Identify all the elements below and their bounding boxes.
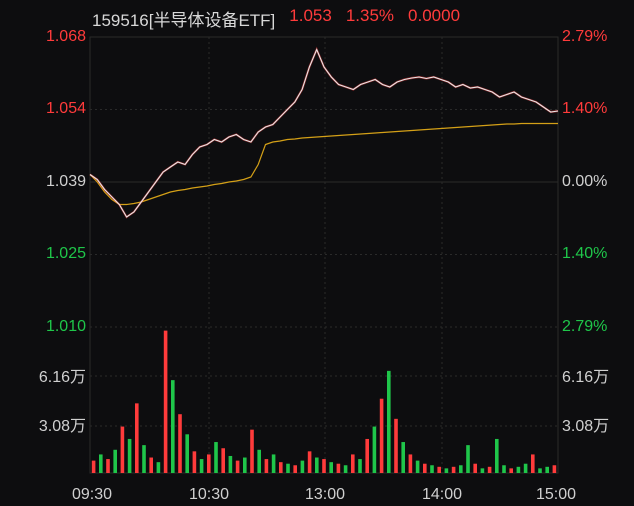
volume-bar (113, 449, 117, 473)
volume-bar (199, 459, 204, 473)
price-line-shadow (89, 46, 559, 219)
volume-bar (293, 465, 297, 473)
volume-bar (415, 460, 420, 473)
volume-bar (437, 466, 441, 473)
volume-bar (523, 463, 528, 473)
percent-tick-label: 1.40% (562, 100, 608, 117)
volume-bar (149, 457, 153, 473)
volume-bar (473, 463, 477, 473)
percent-tick-label: 2.79% (562, 28, 608, 45)
percent-tick-label: 2.79% (562, 318, 608, 335)
volume-bar (379, 398, 384, 473)
volume-bar (185, 434, 189, 473)
volume-bar (351, 454, 355, 473)
volume-bar (214, 442, 218, 473)
chart-header: 159516[半导体设备ETF] 1.053 1.35% 0.0000 (92, 6, 461, 30)
volume-bar (91, 460, 96, 473)
volume-bar (459, 465, 463, 473)
volume-tick-label: 3.08万 (38, 418, 86, 435)
volume-bar (487, 466, 492, 473)
price-tick-label: 1.010 (45, 318, 86, 335)
volume-bar (401, 442, 405, 473)
volume-bar (257, 449, 261, 473)
last-price: 1.053 (289, 6, 332, 25)
volume-bar (307, 451, 312, 473)
volume-bar (444, 468, 449, 473)
volume-bar (466, 445, 470, 473)
volume-bar (178, 414, 182, 473)
volume-bar (221, 448, 225, 473)
volume-bar (495, 438, 499, 473)
volume-bar (300, 460, 305, 473)
volume-bar (329, 462, 333, 473)
volume-bar (365, 438, 369, 473)
volume-bar (106, 459, 110, 473)
volume-tick-label: 6.16万 (562, 369, 610, 386)
volume-bar (127, 438, 132, 473)
volume-bar (171, 380, 175, 473)
volume-bar (243, 457, 247, 473)
volume-bar (163, 330, 168, 473)
volume-bar (192, 451, 197, 473)
volume-bar (552, 465, 557, 473)
volume-bar (408, 454, 413, 473)
volume-bar (207, 454, 211, 473)
volume-tick-label: 3.08万 (562, 418, 610, 435)
volume-bar (545, 466, 549, 473)
volume-bar (235, 460, 240, 473)
volume-bar (279, 462, 283, 473)
percent-tick-label: 0.00% (562, 173, 608, 190)
volume-bar (286, 463, 290, 473)
fund-code-name: 159516[半导体设备ETF] (92, 11, 276, 30)
volume-bar (509, 468, 513, 473)
volume-bar (135, 403, 139, 473)
volume-bar (372, 426, 377, 473)
volume-bar (394, 418, 398, 473)
volume-bar (336, 463, 341, 473)
volume-bar (502, 465, 506, 473)
volume-bar (264, 459, 269, 473)
volume-bar (516, 466, 521, 473)
volume-tick-label: 6.16万 (38, 369, 86, 386)
volume-bar (538, 468, 542, 473)
volume-bar (387, 370, 391, 473)
volume-bar (358, 459, 362, 473)
volume-bar (322, 459, 326, 473)
volume-bar (228, 455, 233, 473)
volume-bar (250, 429, 254, 473)
volume-bar (99, 454, 103, 473)
time-tick-label: 13:00 (304, 486, 346, 503)
percent-tick-label: 1.40% (562, 245, 608, 262)
time-tick-label: 15:00 (535, 486, 577, 503)
volume-bar (423, 463, 427, 473)
volume-bar (343, 465, 348, 473)
volume-bar (480, 468, 485, 473)
price-tick-label: 1.025 (45, 245, 86, 262)
price-tick-label: 1.054 (45, 100, 86, 117)
time-tick-label: 14:00 (421, 486, 463, 503)
volume-bar (156, 462, 161, 473)
change-percent: 1.35% (345, 6, 395, 25)
volume-bar (531, 454, 535, 473)
price-tick-label: 1.068 (45, 28, 86, 45)
price-tick-label: 1.039 (45, 173, 86, 190)
volume-bar (120, 426, 125, 473)
extra-value: 0.0000 (408, 6, 461, 25)
volume-bar (451, 466, 456, 473)
volume-bar (315, 457, 319, 473)
price-line (89, 48, 559, 218)
volume-bar (271, 454, 276, 473)
time-tick-label: 09:30 (71, 486, 113, 503)
average-price-line (89, 122, 558, 206)
volume-bar (430, 465, 434, 473)
time-tick-label: 10:30 (188, 486, 230, 503)
volume-bar (142, 445, 146, 473)
